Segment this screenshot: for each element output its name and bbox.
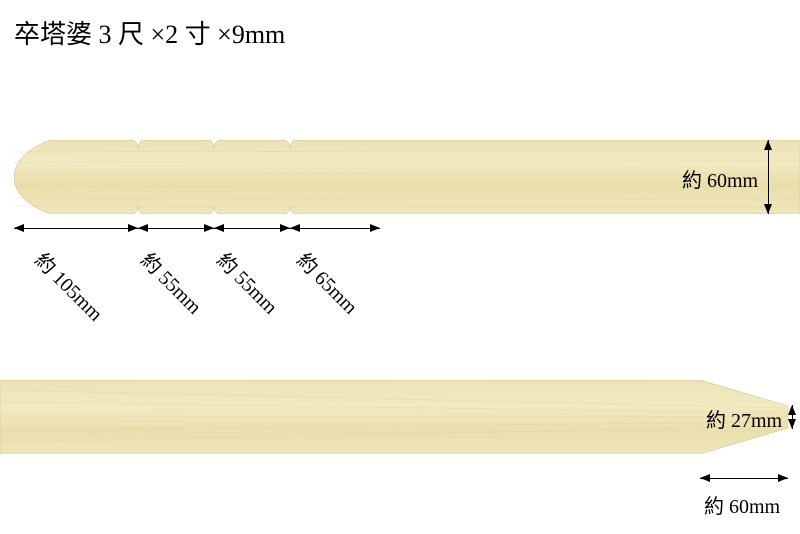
page-title: 卒塔婆 3 尺 ×2 寸 ×9mm xyxy=(14,14,285,51)
tip-length-label: 約 60mm xyxy=(704,490,780,519)
seg1-arrow xyxy=(14,228,138,229)
tip-length-arrow xyxy=(700,478,788,479)
tip-height-label: 約 27mm xyxy=(706,404,782,433)
tip-height-arrow xyxy=(792,405,793,429)
top-height-label: 約 60mm xyxy=(682,164,758,193)
top-height-arrow xyxy=(768,140,769,214)
seg1-label: 約 105mm xyxy=(29,245,110,326)
seg2-label: 約 55mm xyxy=(135,245,209,319)
seg4-label: 約 65mm xyxy=(291,245,365,319)
bottom-wood-diagram xyxy=(0,380,788,454)
seg3-label: 約 55mm xyxy=(211,245,285,319)
seg3-arrow xyxy=(214,228,290,229)
seg2-arrow xyxy=(138,228,214,229)
seg4-arrow xyxy=(290,228,380,229)
